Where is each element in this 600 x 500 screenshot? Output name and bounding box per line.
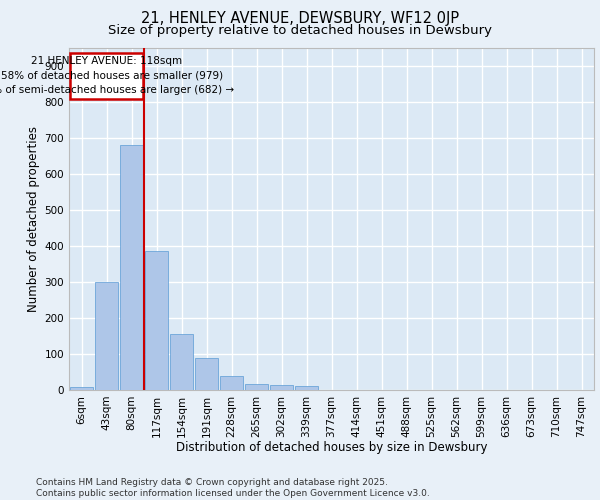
Bar	[70, 52, 143, 98]
Text: Size of property relative to detached houses in Dewsbury: Size of property relative to detached ho…	[108, 24, 492, 37]
Y-axis label: Number of detached properties: Number of detached properties	[28, 126, 40, 312]
Text: 21 HENLEY AVENUE: 118sqm
← 58% of detached houses are smaller (979)
41% of semi-: 21 HENLEY AVENUE: 118sqm ← 58% of detach…	[0, 56, 234, 95]
Text: Contains HM Land Registry data © Crown copyright and database right 2025.
Contai: Contains HM Land Registry data © Crown c…	[36, 478, 430, 498]
Bar	[220, 376, 244, 390]
Bar	[170, 334, 193, 390]
Bar	[70, 387, 94, 390]
Bar	[145, 251, 169, 390]
Bar	[245, 384, 268, 390]
Bar	[269, 386, 293, 390]
Text: 21, HENLEY AVENUE, DEWSBURY, WF12 0JP: 21, HENLEY AVENUE, DEWSBURY, WF12 0JP	[141, 11, 459, 26]
Bar	[95, 282, 118, 390]
X-axis label: Distribution of detached houses by size in Dewsbury: Distribution of detached houses by size …	[176, 441, 487, 454]
Bar	[119, 145, 143, 390]
Bar	[295, 386, 319, 390]
Bar	[194, 358, 218, 390]
